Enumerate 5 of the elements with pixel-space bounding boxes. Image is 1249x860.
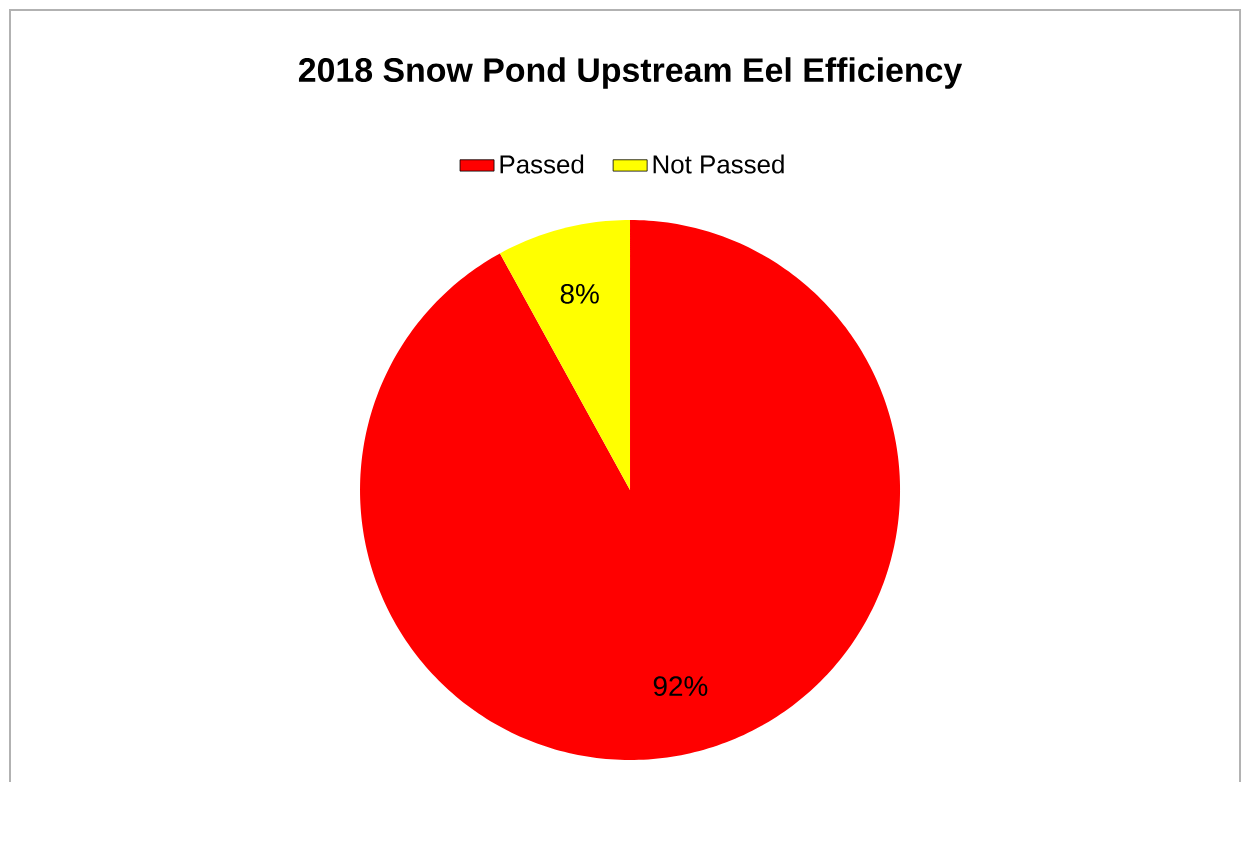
legend-label: Not Passed bbox=[653, 154, 784, 174]
data-label: 92% bbox=[653, 676, 708, 697]
chart-title: 2018 Snow Pond Upstream Eel Efficiency bbox=[298, 57, 963, 89]
data-label: 8% bbox=[560, 283, 599, 304]
legend-label: Passed bbox=[500, 154, 584, 174]
